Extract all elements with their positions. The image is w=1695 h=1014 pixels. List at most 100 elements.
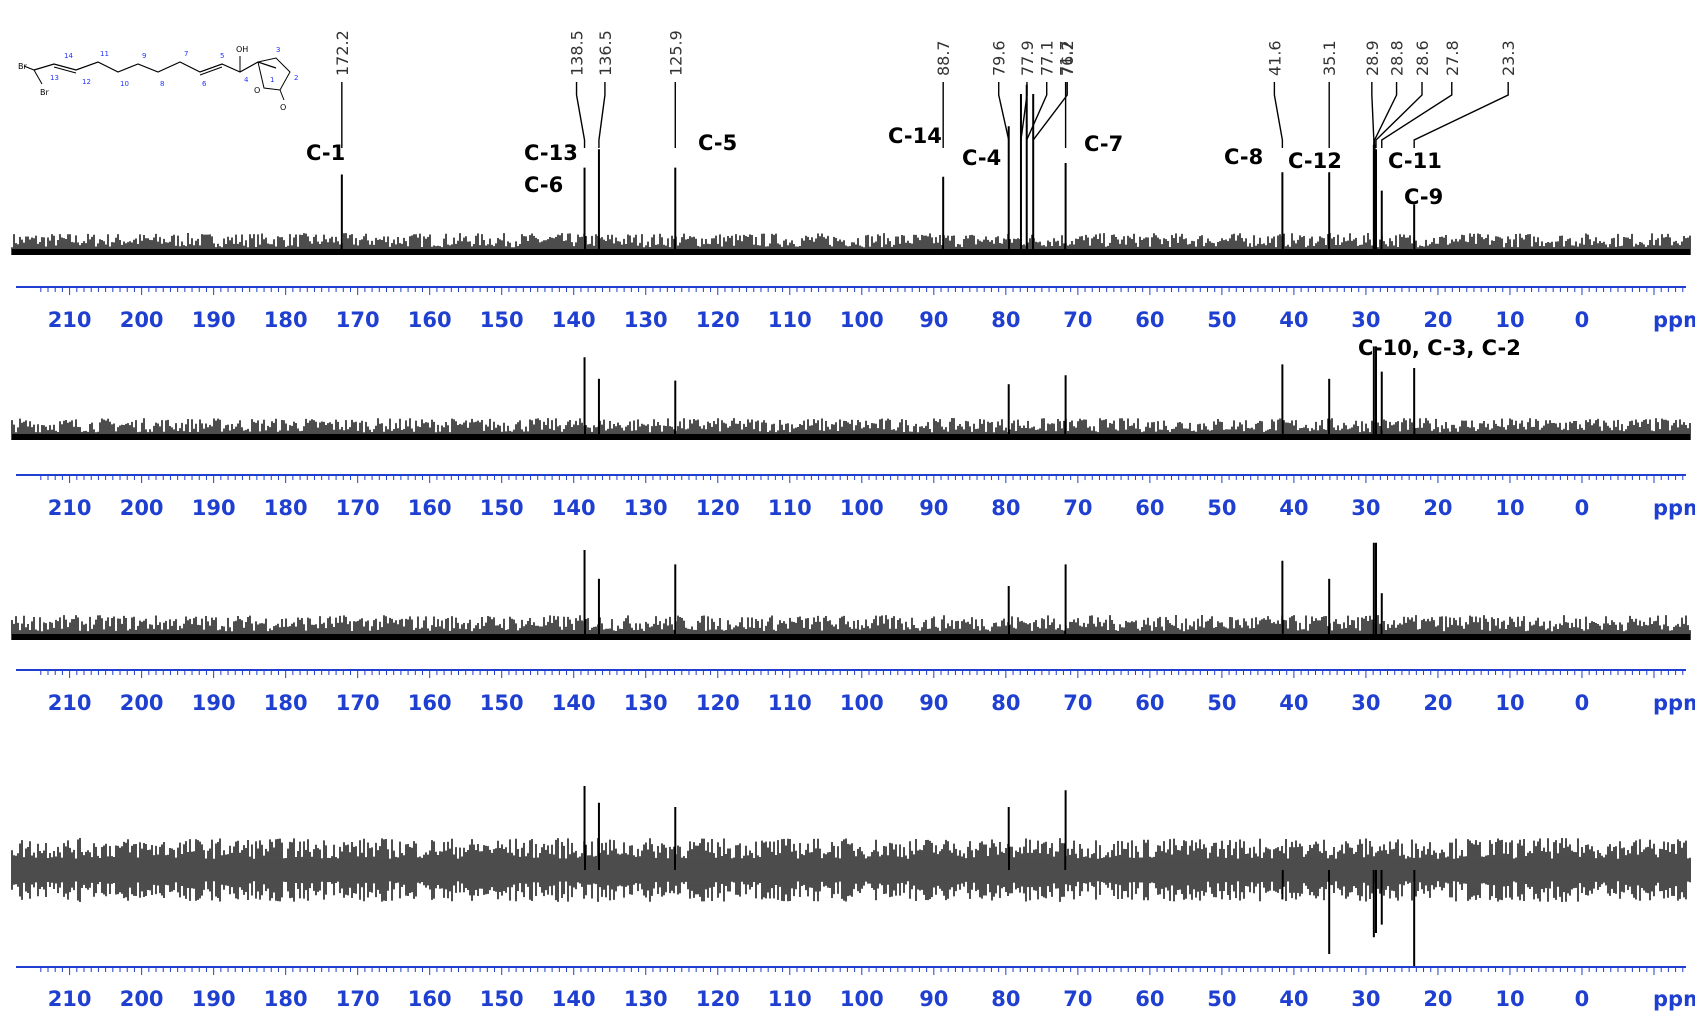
- tick-label: 90: [919, 987, 948, 1011]
- peak-value-text: 23.3: [1499, 40, 1518, 76]
- mol-num: 12: [82, 78, 91, 86]
- tick-label: 70: [1063, 496, 1092, 520]
- tick-label: 130: [624, 308, 668, 332]
- peak-value-text: 88.7: [934, 40, 953, 76]
- peak-connector: [998, 82, 1010, 148]
- labels-layer: 172.2 138.5 136.5 125.9 88.7 79.6 77.9 77.1 76.2…: [306, 30, 1521, 360]
- peak-value-label: 28.9: [1363, 40, 1382, 148]
- tick-label: 20: [1423, 691, 1452, 715]
- tick-label: 10: [1495, 308, 1524, 332]
- spectrum-panel-3: [11, 542, 1691, 640]
- peak-connector: [575, 82, 586, 148]
- mol-atom-br1: Br: [18, 62, 27, 71]
- mol-atom-br2: Br: [40, 88, 49, 97]
- peak-value-label: 76.2: [1032, 40, 1077, 148]
- peak-value-label: 71.7: [1057, 40, 1076, 148]
- peak-value-text: 138.5: [568, 30, 587, 76]
- peak-value-text: 71.7: [1057, 40, 1076, 76]
- tick-label: 120: [696, 308, 740, 332]
- tick-label: 90: [919, 691, 948, 715]
- peak-value-text: 76.2: [1058, 40, 1077, 76]
- tick-label: 140: [552, 308, 596, 332]
- tick-label: 100: [840, 308, 884, 332]
- tick-label: 170: [336, 496, 380, 520]
- axis-ticks: [40, 967, 1684, 975]
- mol-atom-o-carbonyl: O: [280, 103, 286, 112]
- tick-label: 160: [408, 308, 452, 332]
- peak-value-label: 41.6: [1265, 40, 1284, 148]
- mol-num: 3: [276, 46, 280, 54]
- mol-num: 8: [160, 80, 164, 88]
- carbon-assignment-label: C-9: [1404, 185, 1443, 209]
- tick-label: 20: [1423, 987, 1452, 1011]
- tick-label: 50: [1207, 691, 1236, 715]
- tick-label: 160: [408, 496, 452, 520]
- tick-label: 80: [991, 496, 1020, 520]
- tick-label: 210: [48, 691, 92, 715]
- peak-value-text: 136.5: [596, 30, 615, 76]
- unit-label: ppm: [1653, 496, 1695, 520]
- peak-value-label: 28.8: [1373, 40, 1407, 148]
- carbon-assignment-label: C-12: [1288, 149, 1342, 173]
- tick-label: 130: [624, 691, 668, 715]
- tick-label: 20: [1423, 308, 1452, 332]
- tick-label: 30: [1351, 987, 1380, 1011]
- tick-label: 150: [480, 987, 524, 1011]
- tick-label: 160: [408, 987, 452, 1011]
- mol-atom-oh: OH: [236, 45, 248, 54]
- peak-connector: [1371, 82, 1375, 148]
- tick-label: 110: [768, 987, 812, 1011]
- peak-value-text: 27.8: [1443, 40, 1462, 76]
- peak-connector: [1032, 82, 1068, 148]
- mol-num: 6: [202, 80, 207, 88]
- tick-label: 140: [552, 987, 596, 1011]
- peak-connector: [1413, 82, 1509, 148]
- tick-label: 80: [991, 691, 1020, 715]
- peak-value-text: 77.9: [1018, 40, 1037, 76]
- tick-label: 40: [1279, 987, 1308, 1011]
- peak-connector: [1026, 82, 1048, 148]
- peak-connector: [1381, 82, 1453, 148]
- tick-label: 150: [480, 308, 524, 332]
- tick-label: 190: [192, 987, 236, 1011]
- carbon-assignment-label: C-1: [306, 141, 345, 165]
- carbon-assignment-label: C-8: [1224, 145, 1263, 169]
- ppm-axis-2: 210 200 190 180 170 160 150 140 130 120 110 100 90 80…: [16, 474, 1695, 520]
- peak-value-text: 35.1: [1320, 40, 1339, 76]
- tick-label: 0: [1575, 496, 1590, 520]
- peak-value-text: 28.9: [1363, 40, 1382, 76]
- tick-label: 210: [48, 496, 92, 520]
- tick-label: 60: [1135, 496, 1164, 520]
- peak-value-text: 28.8: [1388, 40, 1407, 76]
- tick-label: 120: [696, 691, 740, 715]
- mol-num: 5: [220, 52, 224, 60]
- spectrum-panel-2: [11, 346, 1691, 440]
- peak-value-label: 77.1: [1026, 40, 1057, 148]
- tick-label: 20: [1423, 496, 1452, 520]
- axis-ticks: [40, 475, 1684, 483]
- tick-label: 60: [1135, 987, 1164, 1011]
- axis-ticks: [40, 287, 1684, 295]
- noise-band: [11, 615, 1691, 640]
- mol-num: 10: [120, 80, 129, 88]
- tick-label: 50: [1207, 987, 1236, 1011]
- tick-label: 40: [1279, 691, 1308, 715]
- unit-label: ppm: [1653, 987, 1695, 1011]
- tick-label: 30: [1351, 496, 1380, 520]
- peak-connector: [1373, 82, 1398, 148]
- tick-label: 210: [48, 308, 92, 332]
- tick-label: 170: [336, 691, 380, 715]
- peak-value-text: 125.9: [666, 30, 685, 76]
- tick-label: 80: [991, 308, 1020, 332]
- peak-connector: [1020, 82, 1028, 148]
- mol-num: 2: [294, 74, 298, 82]
- peak-value-text: 77.1: [1038, 40, 1057, 76]
- tick-label: 190: [192, 691, 236, 715]
- tick-label: 100: [840, 691, 884, 715]
- carbon-assignment-label: C-13: [524, 141, 578, 165]
- tick-label: 70: [1063, 308, 1092, 332]
- axis-ticks: [40, 670, 1684, 678]
- unit-label: ppm: [1653, 308, 1695, 332]
- ppm-axis-3: 210 200 190 180 170 160 150 140 130 120 110 100 90 80…: [16, 669, 1695, 715]
